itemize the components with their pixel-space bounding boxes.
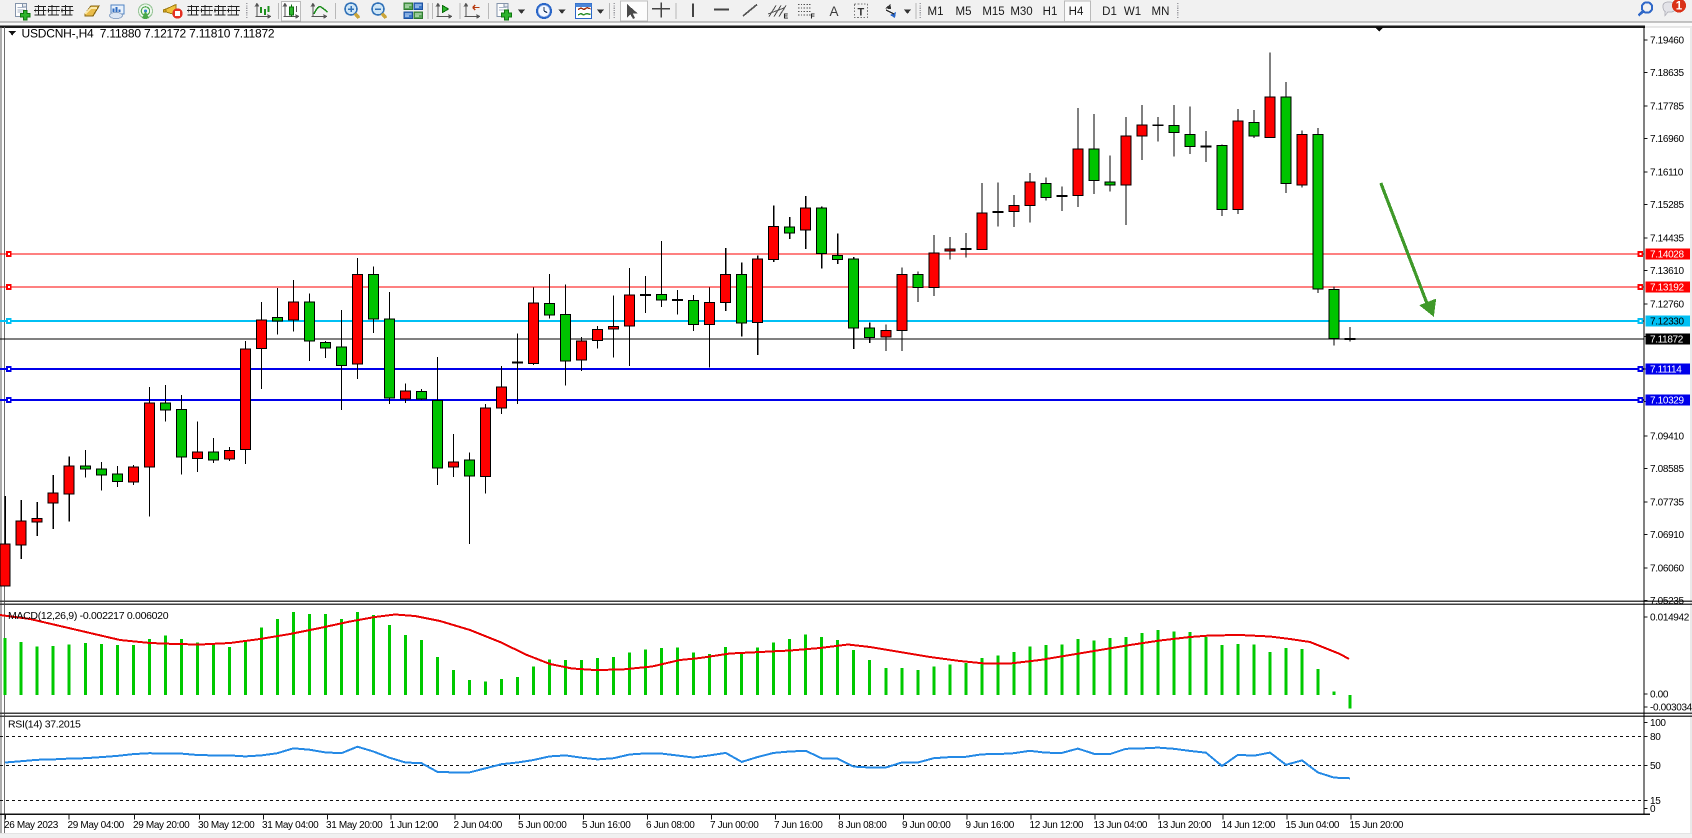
svg-text:H4: H4 bbox=[1069, 6, 1084, 18]
svg-text:7.06910: 7.06910 bbox=[1650, 530, 1684, 541]
svg-text:7.06060: 7.06060 bbox=[1650, 564, 1684, 575]
svg-text:M15: M15 bbox=[982, 6, 1004, 18]
svg-text:100: 100 bbox=[1650, 718, 1666, 729]
svg-text:8 Jun 08:00: 8 Jun 08:00 bbox=[838, 820, 887, 831]
svg-text:H1: H1 bbox=[1043, 6, 1058, 18]
svg-text:50: 50 bbox=[1650, 761, 1661, 772]
svg-text:5 Jun 16:00: 5 Jun 16:00 bbox=[582, 820, 631, 831]
svg-text:7.08585: 7.08585 bbox=[1650, 464, 1684, 475]
svg-text:-0.003034: -0.003034 bbox=[1650, 703, 1692, 714]
svg-text:W1: W1 bbox=[1124, 6, 1141, 18]
svg-text:7.17785: 7.17785 bbox=[1650, 102, 1684, 113]
svg-text:0.014942: 0.014942 bbox=[1650, 613, 1690, 624]
svg-text:1: 1 bbox=[1676, 1, 1683, 13]
svg-text:M30: M30 bbox=[1010, 6, 1032, 18]
svg-text:7.14028: 7.14028 bbox=[1650, 250, 1684, 261]
svg-text:RSI(14) 37.2015: RSI(14) 37.2015 bbox=[8, 719, 81, 731]
svg-text:7.15285: 7.15285 bbox=[1650, 200, 1684, 211]
svg-text:7 Jun 16:00: 7 Jun 16:00 bbox=[774, 820, 823, 831]
svg-text:0: 0 bbox=[1650, 804, 1656, 815]
svg-text:E: E bbox=[784, 14, 789, 21]
svg-text:7.11872: 7.11872 bbox=[1650, 335, 1684, 346]
svg-text:80: 80 bbox=[1650, 732, 1661, 743]
svg-text:M1: M1 bbox=[928, 6, 944, 18]
svg-text:12 Jun 12:00: 12 Jun 12:00 bbox=[1030, 820, 1084, 831]
svg-text:1 Jun 12:00: 1 Jun 12:00 bbox=[390, 820, 439, 831]
svg-text:14 Jun 12:00: 14 Jun 12:00 bbox=[1222, 820, 1276, 831]
svg-text:15 Jun 04:00: 15 Jun 04:00 bbox=[1286, 820, 1340, 831]
svg-text:7.12330: 7.12330 bbox=[1650, 317, 1684, 328]
svg-text:T: T bbox=[858, 6, 865, 18]
svg-text:7.10329: 7.10329 bbox=[1650, 396, 1684, 407]
svg-text:30 May 12:00: 30 May 12:00 bbox=[198, 820, 255, 831]
svg-text:F: F bbox=[811, 14, 816, 21]
svg-text:7.07735: 7.07735 bbox=[1650, 498, 1684, 509]
svg-text:7.18635: 7.18635 bbox=[1650, 68, 1684, 79]
svg-text:9 Jun 16:00: 9 Jun 16:00 bbox=[966, 820, 1015, 831]
svg-text:29 May 20:00: 29 May 20:00 bbox=[133, 820, 190, 831]
svg-text:7.13192: 7.13192 bbox=[1650, 283, 1684, 294]
svg-text:MACD(12,26,9) -0.002217 0.0060: MACD(12,26,9) -0.002217 0.006020 bbox=[8, 610, 169, 622]
svg-text:7.19460: 7.19460 bbox=[1650, 36, 1684, 47]
svg-text:7.05235: 7.05235 bbox=[1650, 596, 1684, 607]
svg-text:2 Jun 04:00: 2 Jun 04:00 bbox=[454, 820, 503, 831]
svg-text:13 Jun 20:00: 13 Jun 20:00 bbox=[1158, 820, 1212, 831]
svg-text:7.09410: 7.09410 bbox=[1650, 432, 1684, 443]
svg-text:15: 15 bbox=[1650, 796, 1661, 807]
svg-text:15 Jun 20:00: 15 Jun 20:00 bbox=[1350, 820, 1404, 831]
svg-text:A: A bbox=[830, 4, 839, 19]
svg-text:7.13610: 7.13610 bbox=[1650, 266, 1684, 277]
svg-text:9 Jun 00:00: 9 Jun 00:00 bbox=[902, 820, 951, 831]
svg-text:7.12760: 7.12760 bbox=[1650, 300, 1684, 311]
svg-text:26 May 2023: 26 May 2023 bbox=[4, 820, 59, 831]
svg-text:5 Jun 00:00: 5 Jun 00:00 bbox=[518, 820, 567, 831]
svg-text:6 Jun 08:00: 6 Jun 08:00 bbox=[646, 820, 695, 831]
svg-text:7.16110: 7.16110 bbox=[1650, 168, 1684, 179]
svg-text:M5: M5 bbox=[956, 6, 972, 18]
svg-text:13 Jun 04:00: 13 Jun 04:00 bbox=[1094, 820, 1148, 831]
svg-text:0.00: 0.00 bbox=[1650, 690, 1669, 701]
svg-text:7.11114: 7.11114 bbox=[1650, 365, 1682, 376]
svg-text:31 May 04:00: 31 May 04:00 bbox=[262, 820, 319, 831]
svg-text:31 May 20:00: 31 May 20:00 bbox=[326, 820, 383, 831]
svg-text:7.14435: 7.14435 bbox=[1650, 234, 1684, 245]
svg-text:29 May 04:00: 29 May 04:00 bbox=[68, 820, 125, 831]
svg-text:MN: MN bbox=[1152, 6, 1170, 18]
svg-text:D1: D1 bbox=[1102, 6, 1117, 18]
svg-text:7.16960: 7.16960 bbox=[1650, 134, 1684, 145]
svg-text:USDCNH-,H4 7.11880 7.12172 7.: USDCNH-,H4 7.11880 7.12172 7.11810 7.118… bbox=[22, 27, 275, 41]
svg-text:7 Jun 00:00: 7 Jun 00:00 bbox=[710, 820, 759, 831]
